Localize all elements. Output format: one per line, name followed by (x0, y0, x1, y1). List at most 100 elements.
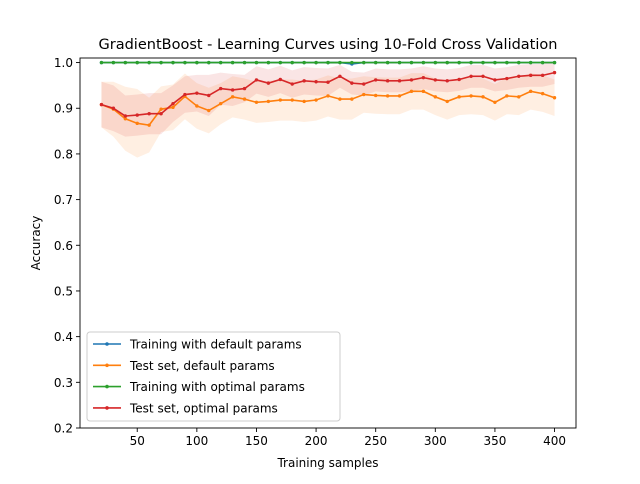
data-point (350, 81, 354, 85)
data-point (421, 75, 426, 80)
x-tick-label: 400 (543, 434, 566, 448)
data-point (552, 60, 557, 65)
data-point (99, 102, 104, 107)
data-point (195, 60, 199, 65)
data-point (183, 60, 187, 65)
legend-marker-3 (105, 406, 109, 410)
data-point (350, 60, 354, 65)
data-point (397, 79, 402, 83)
data-point (290, 60, 294, 65)
y-tick-label: 0.8 (54, 147, 73, 161)
legend-box (86, 331, 341, 422)
data-point (111, 60, 116, 65)
data-point (457, 77, 461, 82)
data-point (99, 60, 104, 65)
data-point (242, 86, 247, 91)
data-point (290, 98, 294, 102)
y-tick-label: 1.0 (54, 56, 73, 70)
data-point (314, 60, 318, 65)
data-point (290, 82, 294, 86)
data-point (159, 112, 163, 116)
data-point (278, 98, 283, 102)
data-point (266, 99, 271, 104)
legend-marker-1 (105, 363, 109, 368)
data-point (517, 74, 521, 78)
band-series-1 (101, 73, 555, 158)
data-point (385, 94, 390, 98)
data-point (135, 113, 139, 117)
data-point (481, 95, 485, 99)
data-point (230, 95, 235, 99)
data-point (457, 95, 461, 99)
data-point (445, 79, 449, 83)
data-point (362, 92, 366, 97)
data-point (493, 60, 497, 65)
data-point (254, 60, 259, 65)
data-point (433, 78, 438, 82)
data-point (517, 95, 521, 99)
data-point (314, 80, 318, 84)
data-point (183, 92, 187, 97)
data-point (552, 70, 557, 75)
data-point (111, 106, 116, 110)
data-point (314, 98, 318, 102)
legend-label-1: Test set, default params (129, 359, 275, 373)
y-tick-label: 0.9 (54, 102, 73, 116)
data-point (540, 73, 545, 78)
data-point (159, 60, 163, 65)
legend: Training with default params Test set, de… (86, 331, 341, 422)
data-point (123, 60, 128, 65)
y-tick-label: 0.6 (54, 239, 73, 253)
y-tick-label: 0.5 (54, 284, 73, 298)
x-tick-label: 350 (483, 434, 506, 448)
data-point (552, 96, 557, 100)
data-point (159, 107, 163, 111)
chart-title: GradientBoost - Learning Curves using 10… (99, 37, 558, 53)
plot-frame (79, 57, 577, 429)
data-point (278, 77, 283, 82)
data-point (445, 60, 449, 65)
data-point (433, 60, 438, 65)
x-tick-label: 50 (130, 434, 145, 448)
x-tick-label: 100 (185, 434, 208, 448)
legend-label-2: Training with optimal params (129, 380, 305, 394)
data-point (242, 97, 247, 101)
data-point (230, 60, 235, 65)
data-point (469, 94, 473, 98)
data-point (362, 60, 366, 65)
data-point (302, 60, 306, 65)
y-tick-label: 0.7 (54, 193, 73, 207)
data-point (195, 104, 199, 108)
data-point (540, 60, 545, 65)
data-point (409, 60, 414, 65)
data-point (469, 60, 473, 65)
x-tick-label: 300 (424, 434, 447, 448)
data-point (135, 60, 139, 65)
data-point (481, 60, 485, 65)
data-point (540, 91, 545, 96)
x-tick-label: 250 (364, 434, 387, 448)
data-point (481, 74, 485, 78)
data-point (326, 80, 330, 84)
y-tick-label: 0.3 (54, 376, 73, 390)
data-point (421, 89, 426, 94)
data-point (254, 78, 259, 82)
data-point (469, 74, 473, 78)
data-point (362, 82, 366, 86)
x-tick-label: 200 (305, 434, 328, 448)
data-point (123, 117, 128, 121)
y-tick-label: 0.4 (54, 330, 73, 344)
data-point (385, 60, 390, 65)
x-axis-label: Training samples (276, 456, 378, 470)
data-point (528, 73, 533, 78)
data-point (266, 60, 271, 65)
data-point (409, 78, 414, 82)
data-point (171, 101, 175, 106)
data-point (135, 121, 139, 126)
x-tick-label: 150 (245, 434, 268, 448)
data-point (373, 78, 378, 82)
data-point (397, 94, 402, 98)
data-point (326, 60, 330, 65)
series-lines (99, 60, 557, 127)
